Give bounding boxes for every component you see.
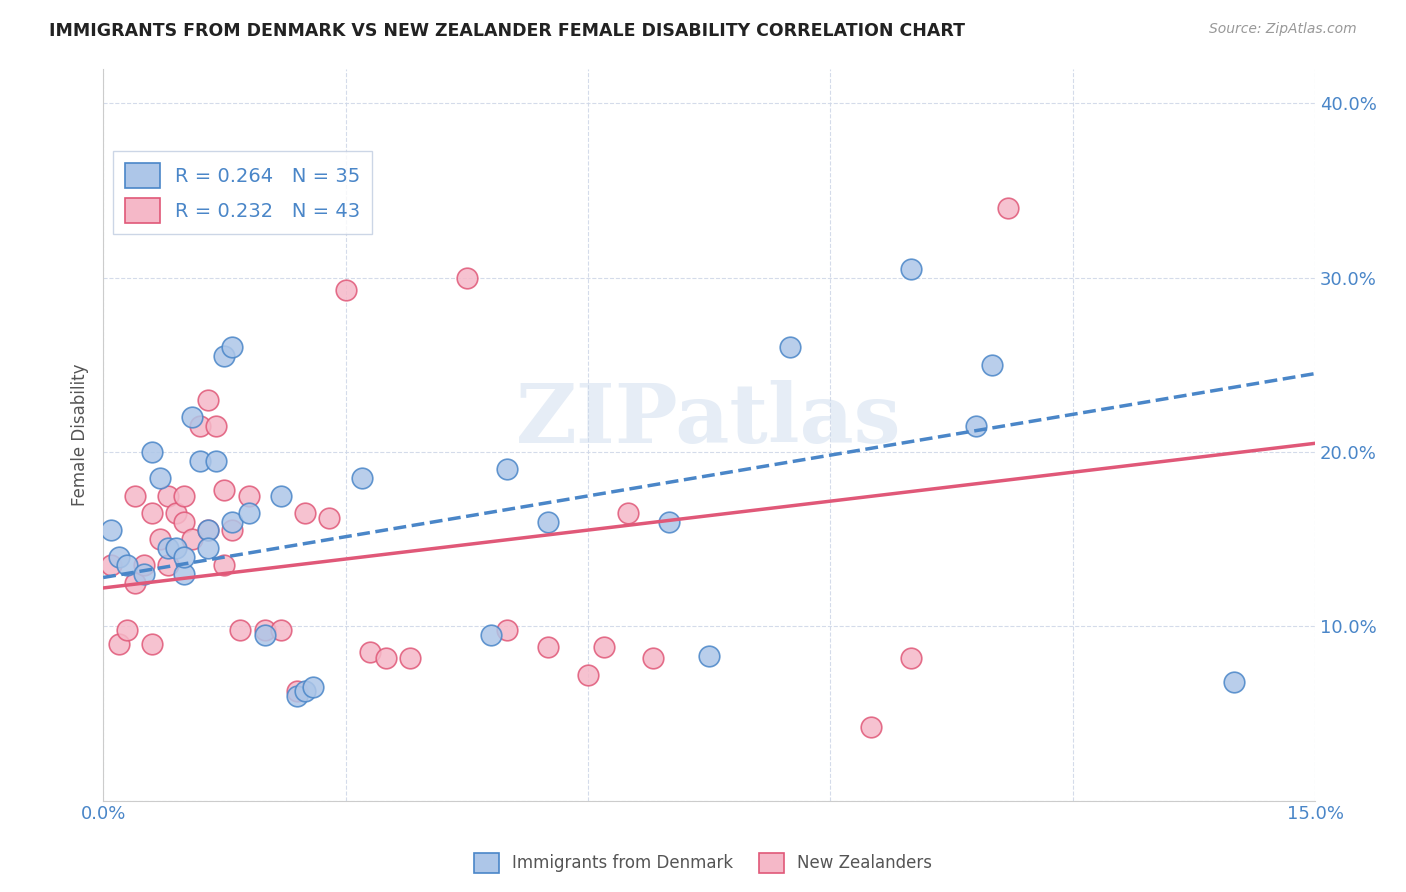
Point [188,418,211,433]
Point [350,471,373,485]
Point [253,623,276,637]
Point [214,558,236,573]
Text: ZIPatlas: ZIPatlas [516,380,901,460]
Point [149,471,172,485]
Point [181,532,204,546]
Point [617,506,640,520]
Text: IMMIGRANTS FROM DENMARK VS NEW ZEALANDER FEMALE DISABILITY CORRELATION CHART: IMMIGRANTS FROM DENMARK VS NEW ZEALANDER… [49,22,965,40]
Point [197,524,219,538]
Point [496,462,519,476]
Point [285,683,308,698]
Point [197,541,219,555]
Point [108,549,131,564]
Point [270,489,292,503]
Point [229,623,252,637]
Point [214,483,236,498]
Point [117,558,139,573]
Point [779,340,801,354]
Point [294,683,316,698]
Point [149,532,172,546]
Point [253,628,276,642]
Point [658,515,681,529]
Point [205,418,228,433]
Point [173,489,195,503]
Point [399,650,422,665]
Point [141,506,163,520]
Point [536,640,558,655]
Point [536,515,558,529]
Point [294,506,316,520]
Point [576,668,599,682]
Point [108,637,131,651]
Point [302,681,325,695]
Point [641,650,664,665]
Point [981,358,1004,372]
Point [188,453,211,467]
Point [117,623,139,637]
Point [318,511,340,525]
Point [214,349,236,363]
Point [374,650,396,665]
Point [100,524,122,538]
Point [165,541,187,555]
Point [173,515,195,529]
Point [173,549,195,564]
Point [335,283,357,297]
Point [900,650,922,665]
Text: Source: ZipAtlas.com: Source: ZipAtlas.com [1209,22,1357,37]
Point [197,392,219,407]
Legend: Immigrants from Denmark, New Zealanders: Immigrants from Denmark, New Zealanders [467,847,939,880]
Point [132,558,155,573]
Point [221,524,243,538]
Point [197,524,219,538]
Point [156,558,179,573]
Point [165,506,187,520]
Point [181,410,204,425]
Point [900,262,922,277]
Point [1223,675,1246,690]
Point [173,567,195,582]
Point [141,445,163,459]
Point [697,648,720,663]
Point [132,567,155,582]
Point [285,689,308,703]
Point [156,489,179,503]
Point [238,506,260,520]
Point [997,201,1019,215]
Point [496,623,519,637]
Point [100,558,122,573]
Point [124,489,146,503]
Point [456,270,478,285]
Point [270,623,292,637]
Point [124,575,146,590]
Point [156,541,179,555]
Y-axis label: Female Disability: Female Disability [72,363,89,506]
Legend: R = 0.264   N = 35, R = 0.232   N = 43: R = 0.264 N = 35, R = 0.232 N = 43 [112,152,373,235]
Point [205,453,228,467]
Point [593,640,616,655]
Point [141,637,163,651]
Point [221,515,243,529]
Point [859,720,882,734]
Point [359,645,381,659]
Point [479,628,502,642]
Point [221,340,243,354]
Point [238,489,260,503]
Point [965,418,987,433]
